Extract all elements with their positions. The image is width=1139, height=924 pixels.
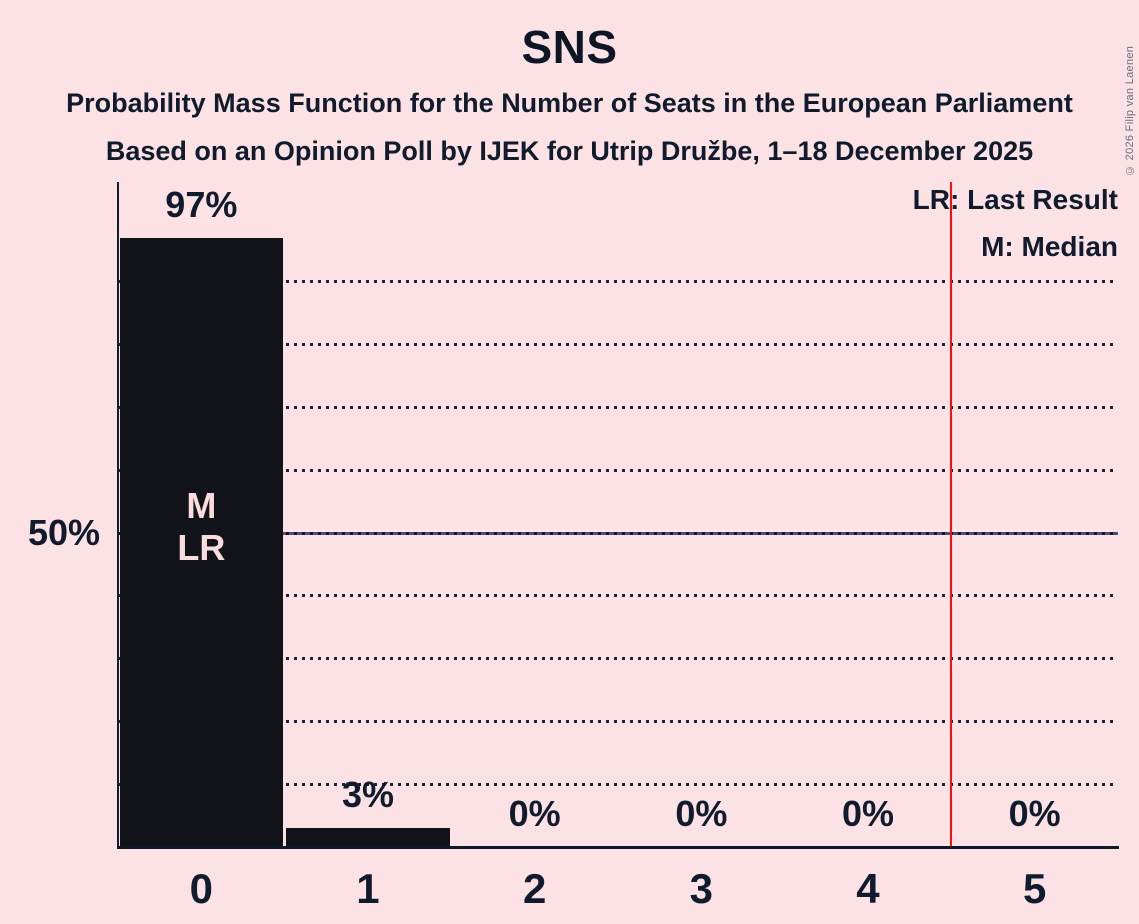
gridline-90pct	[118, 280, 1118, 284]
bar-value-label-seat-4: 0%	[841, 793, 894, 834]
gridline-80pct	[118, 343, 1118, 347]
gridline-40pct	[118, 594, 1118, 598]
bar-value-label-seat-3: 0%	[675, 793, 728, 834]
x-tick-label-0: 0	[189, 865, 213, 912]
x-tick-label-2: 2	[522, 865, 547, 912]
y-axis-label-50: 50%	[27, 512, 100, 553]
median-last-result-annotation: M LR	[177, 485, 226, 568]
bar-seat-0	[119, 237, 284, 847]
median-50pct-line	[118, 531, 1118, 535]
x-tick-label-1: 1	[356, 865, 380, 912]
bar-value-label-seat-2: 0%	[508, 793, 561, 834]
bar-value-label-seat-1: 3%	[341, 774, 394, 816]
y-axis-line	[117, 182, 119, 847]
gridline-20pct	[118, 719, 1118, 723]
x-tick-label-3: 3	[689, 865, 713, 912]
chart-title: SNS	[521, 21, 618, 73]
bar-value-label-seat-5: 0%	[1008, 793, 1061, 834]
plot-area: 97% 0 3% 1 0% 2 0% 3 0% 4 0% 5 M LR	[117, 182, 1119, 912]
bar-value-label-seat-0: 97%	[165, 183, 238, 225]
red-reference-line	[950, 182, 953, 847]
gridline-30pct	[118, 657, 1118, 661]
chart-subtitle-line1: Probability Mass Function for the Number…	[66, 88, 1073, 118]
legend-median: M: Median	[981, 231, 1118, 262]
x-axis-line	[117, 846, 1119, 849]
gridline-10pct	[118, 782, 1118, 786]
x-tick-label-4: 4	[856, 865, 880, 912]
x-tick-label-5: 5	[1022, 865, 1047, 912]
gridline-70pct	[118, 405, 1118, 409]
chart-subtitle-line2: Based on an Opinion Poll by IJEK for Utr…	[105, 136, 1034, 166]
bar-seat-1	[286, 828, 450, 847]
legend-last-result: LR: Last Result	[912, 184, 1118, 215]
gridline-60pct	[118, 468, 1118, 472]
